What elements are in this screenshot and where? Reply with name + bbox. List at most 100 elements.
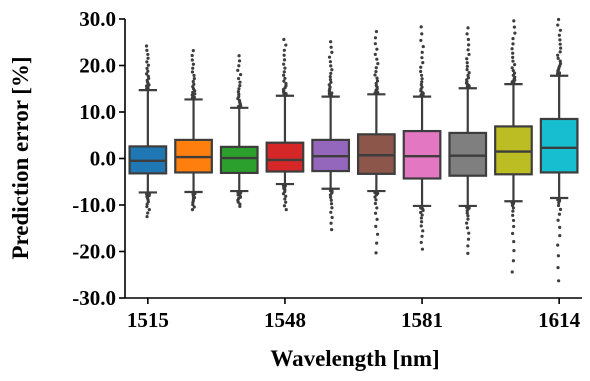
outliers	[190, 49, 197, 212]
box-2	[174, 49, 213, 212]
outlier-point	[238, 204, 242, 208]
outlier-point	[281, 192, 286, 196]
outlier-point	[191, 66, 195, 70]
outlier-point	[329, 40, 333, 44]
outlier-point	[236, 76, 241, 81]
outlier-point	[510, 66, 514, 70]
x-tick-label: 1614	[538, 308, 581, 332]
outlier-point	[145, 205, 149, 209]
outlier-point	[282, 62, 286, 66]
outlier-point	[466, 244, 470, 248]
outlier-point	[373, 211, 378, 215]
outliers	[464, 26, 471, 255]
outlier-point	[374, 198, 378, 202]
outlier-point	[375, 232, 380, 236]
outlier-point	[284, 84, 288, 88]
y-tick-label: -30.0	[72, 286, 116, 310]
outlier-point	[330, 228, 334, 232]
y-tick-label: 0.0	[90, 147, 116, 171]
outlier-point	[419, 25, 423, 29]
outlier-point	[419, 224, 423, 228]
outlier-point	[191, 62, 196, 66]
outlier-point	[467, 231, 471, 235]
outlier-point	[191, 49, 195, 53]
box-iqr	[219, 145, 259, 175]
outlier-point	[330, 215, 334, 220]
outlier-point	[421, 44, 425, 49]
outlier-point	[238, 80, 242, 84]
outliers	[144, 44, 151, 219]
outlier-point	[557, 279, 561, 283]
outlier-point	[374, 69, 378, 74]
outlier-point	[558, 62, 563, 66]
outlier-point	[512, 224, 516, 229]
outlier-point	[282, 37, 286, 42]
outlier-point	[190, 93, 194, 97]
box-9	[494, 19, 533, 274]
y-tick-label: 10.0	[79, 100, 116, 124]
axes: -30.0 -20.0 -10.0 0.0 10.0 20.0 30.0 1515 1548 15…	[72, 7, 582, 332]
outlier-point	[329, 71, 333, 75]
outlier-point	[282, 204, 287, 208]
outlier-point	[145, 48, 149, 52]
outliers	[236, 54, 243, 208]
outlier-point	[146, 63, 150, 67]
outlier-point	[558, 207, 563, 211]
outlier-point	[467, 71, 471, 75]
outlier-point	[511, 59, 515, 63]
outlier-point	[465, 57, 469, 61]
outlier-point	[330, 50, 334, 54]
outlier-point	[465, 211, 469, 215]
x-axis-title: Wavelength [nm]	[270, 346, 439, 371]
outlier-point	[373, 201, 378, 206]
outlier-point	[328, 78, 333, 82]
outlier-point	[510, 231, 515, 236]
outlier-point	[237, 64, 241, 68]
outlier-point	[190, 70, 195, 74]
outlier-point	[421, 229, 425, 233]
outlier-point	[511, 37, 515, 41]
box-iqr	[448, 131, 488, 177]
outlier-point	[420, 234, 424, 238]
outlier-point	[558, 28, 562, 32]
outlier-point	[556, 53, 560, 57]
outlier-point	[559, 46, 563, 50]
outlier-point	[146, 74, 150, 78]
outlier-point	[282, 70, 286, 74]
outlier-point	[466, 251, 470, 255]
outlier-point	[375, 217, 379, 221]
outlier-point	[419, 240, 423, 245]
outlier-point	[283, 197, 287, 201]
outlier-point	[511, 42, 515, 46]
outlier-point	[467, 52, 471, 57]
outlier-point	[421, 208, 425, 213]
outlier-point	[282, 48, 286, 52]
outlier-point	[146, 52, 150, 57]
outlier-point	[191, 79, 195, 84]
outlier-point	[192, 205, 196, 209]
outlier-point	[420, 247, 425, 251]
outlier-point	[282, 79, 286, 83]
outlier-point	[419, 65, 423, 69]
outlier-point	[283, 76, 287, 80]
outlier-point	[467, 43, 471, 47]
outlier-point	[190, 53, 194, 58]
outlier-point	[558, 59, 562, 63]
outliers	[373, 29, 380, 255]
y-tick-label: 20.0	[79, 54, 116, 78]
outlier-point	[284, 43, 288, 47]
outlier-point	[374, 224, 378, 228]
outlier-point	[419, 83, 423, 87]
outliers	[281, 37, 288, 212]
outlier-point	[284, 194, 288, 198]
outlier-point	[373, 36, 378, 40]
outlier-point	[420, 50, 424, 54]
outlier-point	[420, 213, 424, 217]
outlier-point	[465, 226, 470, 230]
outlier-point	[328, 75, 332, 79]
outlier-point	[144, 72, 149, 76]
outlier-point	[420, 85, 424, 89]
outlier-point	[419, 210, 423, 215]
outlier-point	[375, 76, 379, 80]
outlier-point	[510, 270, 514, 274]
